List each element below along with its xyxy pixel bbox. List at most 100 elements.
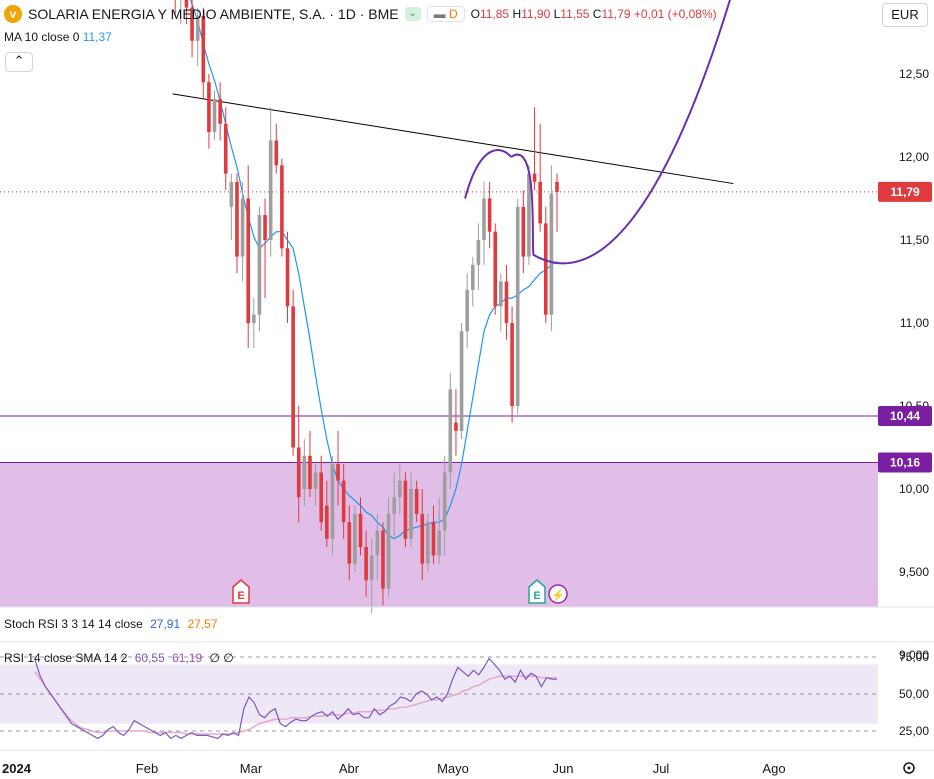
rsi-sma-line — [34, 671, 557, 735]
last-price-tag[interactable] — [878, 181, 932, 202]
candle-body[interactable] — [470, 264, 475, 290]
chevron-down-icon[interactable]: ⌄ — [404, 7, 421, 21]
candle-body[interactable] — [414, 489, 419, 514]
ma10-line[interactable] — [91, 0, 558, 540]
candle-body[interactable] — [437, 530, 441, 556]
candle-body[interactable] — [190, 7, 194, 41]
candle-body[interactable] — [543, 223, 548, 315]
candle-body[interactable] — [246, 198, 251, 324]
candle-body[interactable] — [341, 480, 346, 523]
level-price-tag[interactable] — [878, 405, 932, 426]
market-badge[interactable]: ▬ D — [426, 6, 465, 22]
candle-body[interactable] — [207, 82, 211, 133]
level-price-tag[interactable] — [878, 452, 932, 473]
projection-arc[interactable] — [464, 149, 512, 199]
candle-body[interactable] — [369, 555, 374, 581]
candle-body[interactable] — [381, 530, 385, 589]
candle-body[interactable] — [364, 547, 368, 581]
candle-body[interactable] — [465, 289, 469, 332]
candle-body[interactable] — [313, 472, 318, 489]
candle-body[interactable] — [184, 0, 189, 8]
candle-body[interactable] — [280, 165, 284, 249]
time-axis[interactable]: 2024 Feb Mar Abr Mayo Jun Jul Ago — [2, 761, 915, 776]
chevron-up-icon: ⌃ — [13, 53, 25, 68]
rsi-line[interactable] — [34, 657, 557, 740]
candle-body[interactable] — [375, 530, 380, 556]
candle-body[interactable] — [538, 181, 542, 224]
candle-body[interactable] — [532, 173, 537, 182]
rsi-legend-value: 60,55 — [134, 651, 165, 665]
candle-body[interactable] — [454, 422, 458, 431]
candle-body[interactable] — [274, 140, 279, 166]
candle-body[interactable] — [330, 464, 335, 539]
earnings-event-icon[interactable]: E — [232, 579, 250, 604]
candle-body[interactable] — [195, 15, 200, 41]
candle-body[interactable] — [549, 193, 554, 315]
candle-body[interactable] — [482, 198, 486, 241]
candle-body[interactable] — [510, 323, 514, 406]
candle-body[interactable] — [257, 215, 262, 315]
candle-body[interactable] — [499, 281, 503, 307]
candle-body[interactable] — [347, 522, 352, 564]
candle-body[interactable] — [527, 173, 531, 257]
symbol-logo-icon[interactable]: v — [4, 5, 22, 23]
candle-body[interactable] — [555, 181, 559, 192]
candle-body[interactable] — [285, 248, 290, 307]
rsi-legend[interactable]: RSI 14 close SMA 14 2 60,55 61,19 ∅ ∅ — [4, 651, 234, 665]
candle-body[interactable] — [212, 98, 217, 133]
open-value: 11,85 — [479, 7, 510, 21]
symbol-title[interactable]: SOLARIA ENERGIA Y MEDIO AMBIENTE, S.A. ·… — [28, 6, 399, 22]
candle-body[interactable] — [476, 240, 481, 265]
earnings-event-icon[interactable]: E — [528, 579, 546, 604]
candle-body[interactable] — [409, 489, 413, 539]
candle-body[interactable] — [386, 513, 391, 589]
candle-body[interactable] — [252, 314, 256, 323]
candle-body[interactable] — [268, 140, 273, 240]
candle-body[interactable] — [336, 464, 340, 481]
candle-body[interactable] — [296, 447, 301, 498]
price-axis[interactable]: 15,5015,0014,5014,0013,5013,0012,5012,00… — [878, 0, 932, 662]
candle-body[interactable] — [291, 306, 295, 448]
candle-body[interactable] — [397, 480, 402, 498]
candles[interactable] — [89, 0, 559, 614]
candle-body[interactable] — [504, 281, 509, 324]
candle-body[interactable] — [392, 497, 396, 514]
candle-body[interactable] — [235, 181, 239, 257]
candle-body[interactable] — [426, 522, 430, 564]
candle-body[interactable] — [319, 472, 323, 523]
candle-body[interactable] — [223, 123, 228, 174]
candle-body[interactable] — [448, 389, 453, 473]
candle-body[interactable] — [442, 472, 447, 531]
candle-body[interactable] — [431, 522, 436, 556]
candle-body[interactable] — [218, 98, 222, 124]
candle-body[interactable] — [240, 198, 245, 257]
collapse-legend-button[interactable]: ⌃ — [5, 52, 33, 72]
rsi-axis-label: 25,00 — [899, 724, 929, 738]
candle-body[interactable] — [493, 231, 498, 307]
candle-body[interactable] — [201, 15, 206, 83]
trendline[interactable] — [172, 93, 734, 185]
candle-body[interactable] — [487, 198, 492, 232]
price-axis-label: 11,00 — [900, 316, 929, 330]
currency-button[interactable]: EUR — [882, 3, 928, 27]
candle-body[interactable] — [403, 480, 408, 539]
projection-curve[interactable] — [510, 0, 774, 265]
gear-icon[interactable] — [903, 762, 915, 774]
candle-body[interactable] — [353, 513, 357, 564]
ma-legend[interactable]: MA 10 close 0 11,37 — [4, 30, 112, 44]
split-event-icon[interactable]: ⚡ — [548, 584, 568, 604]
candle-body[interactable] — [420, 513, 425, 564]
candle-body[interactable] — [358, 513, 363, 548]
candle-body[interactable] — [515, 206, 520, 406]
candle-body[interactable] — [229, 181, 234, 207]
candle-body[interactable] — [521, 206, 526, 257]
candle-body[interactable] — [308, 455, 312, 489]
candle-body[interactable] — [325, 505, 329, 539]
stoch-legend[interactable]: Stoch RSI 3 3 14 14 close 27,91 27,57 — [4, 617, 218, 631]
event-markers[interactable]: E E ⚡ — [232, 579, 568, 604]
projection-layer — [464, 0, 774, 265]
candle-body[interactable] — [459, 331, 464, 431]
candle-body[interactable] — [302, 455, 307, 489]
candle-body[interactable] — [263, 215, 267, 240]
